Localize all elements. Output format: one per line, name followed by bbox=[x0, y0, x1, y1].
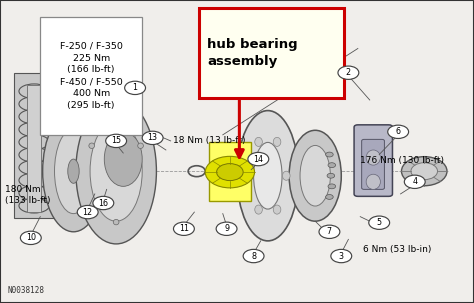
Ellipse shape bbox=[283, 171, 290, 180]
Text: 12: 12 bbox=[82, 208, 93, 217]
Text: 7: 7 bbox=[327, 227, 332, 236]
Text: 14: 14 bbox=[253, 155, 264, 164]
Ellipse shape bbox=[246, 171, 253, 180]
Ellipse shape bbox=[289, 130, 341, 221]
Text: 1: 1 bbox=[133, 83, 137, 92]
Ellipse shape bbox=[366, 150, 380, 165]
Ellipse shape bbox=[366, 174, 380, 189]
Circle shape bbox=[243, 249, 264, 263]
Text: 18 Nm (13 lb-ft): 18 Nm (13 lb-ft) bbox=[173, 136, 246, 145]
Text: 9: 9 bbox=[224, 224, 229, 233]
Circle shape bbox=[93, 196, 114, 210]
Text: N0038128: N0038128 bbox=[7, 286, 44, 295]
Ellipse shape bbox=[255, 205, 262, 214]
Ellipse shape bbox=[273, 137, 281, 146]
Ellipse shape bbox=[237, 111, 299, 241]
Circle shape bbox=[248, 152, 269, 166]
Text: 6: 6 bbox=[396, 127, 401, 136]
Text: 5: 5 bbox=[377, 218, 382, 227]
Ellipse shape bbox=[55, 129, 92, 214]
Text: 2: 2 bbox=[346, 68, 351, 77]
FancyBboxPatch shape bbox=[40, 17, 142, 135]
Ellipse shape bbox=[138, 143, 144, 148]
Text: 180 Nm
(133 lb-ft): 180 Nm (133 lb-ft) bbox=[5, 185, 50, 205]
Text: 4: 4 bbox=[412, 177, 417, 186]
Text: 16: 16 bbox=[98, 198, 109, 208]
Ellipse shape bbox=[255, 137, 262, 146]
Circle shape bbox=[216, 222, 237, 235]
Text: F-250 / F-350
225 Nm
(166 lb-ft)
F-450 / F-550
400 Nm
(295 lb-ft): F-250 / F-350 225 Nm (166 lb-ft) F-450 /… bbox=[60, 42, 123, 110]
Circle shape bbox=[319, 225, 340, 238]
Text: 176 Nm (130 lb-ft): 176 Nm (130 lb-ft) bbox=[360, 156, 444, 165]
Text: 11: 11 bbox=[179, 224, 189, 233]
Circle shape bbox=[106, 134, 127, 148]
FancyBboxPatch shape bbox=[362, 139, 384, 189]
FancyBboxPatch shape bbox=[199, 8, 344, 98]
Circle shape bbox=[125, 81, 146, 95]
Circle shape bbox=[388, 125, 409, 138]
Text: 15: 15 bbox=[111, 136, 121, 145]
Ellipse shape bbox=[43, 111, 104, 232]
FancyBboxPatch shape bbox=[14, 73, 55, 218]
Text: 13: 13 bbox=[147, 133, 158, 142]
Text: 6 Nm (53 lb-in): 6 Nm (53 lb-in) bbox=[363, 245, 431, 255]
Circle shape bbox=[401, 157, 447, 186]
Circle shape bbox=[20, 231, 41, 245]
Ellipse shape bbox=[254, 142, 282, 209]
Ellipse shape bbox=[113, 219, 119, 225]
FancyBboxPatch shape bbox=[27, 85, 41, 212]
Circle shape bbox=[338, 66, 359, 79]
Ellipse shape bbox=[273, 205, 281, 214]
Ellipse shape bbox=[68, 159, 79, 183]
Text: hub bearing
assembly: hub bearing assembly bbox=[207, 38, 298, 68]
Ellipse shape bbox=[89, 143, 94, 148]
FancyBboxPatch shape bbox=[354, 125, 392, 196]
Circle shape bbox=[369, 216, 390, 229]
Circle shape bbox=[173, 222, 194, 235]
Circle shape bbox=[77, 205, 98, 219]
Circle shape bbox=[331, 249, 352, 263]
Circle shape bbox=[404, 175, 425, 188]
Circle shape bbox=[328, 163, 336, 168]
Ellipse shape bbox=[90, 121, 142, 221]
Circle shape bbox=[411, 163, 438, 180]
Circle shape bbox=[327, 173, 335, 178]
Circle shape bbox=[326, 195, 333, 199]
Ellipse shape bbox=[217, 164, 243, 181]
Circle shape bbox=[326, 152, 333, 157]
Ellipse shape bbox=[76, 98, 156, 244]
Text: 10: 10 bbox=[26, 233, 36, 242]
Text: 8: 8 bbox=[251, 251, 256, 261]
Ellipse shape bbox=[205, 156, 255, 188]
Ellipse shape bbox=[300, 145, 330, 206]
Circle shape bbox=[328, 184, 336, 189]
Text: 3: 3 bbox=[339, 251, 344, 261]
FancyBboxPatch shape bbox=[209, 142, 251, 201]
Circle shape bbox=[142, 131, 163, 145]
Ellipse shape bbox=[104, 132, 142, 186]
